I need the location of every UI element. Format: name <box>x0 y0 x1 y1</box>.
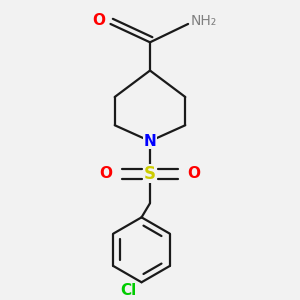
Text: Cl: Cl <box>121 283 137 298</box>
Text: NH₂: NH₂ <box>190 14 217 28</box>
Text: O: O <box>187 166 200 181</box>
Text: O: O <box>100 166 113 181</box>
Text: O: O <box>93 13 106 28</box>
Text: N: N <box>144 134 156 148</box>
Text: S: S <box>144 165 156 183</box>
